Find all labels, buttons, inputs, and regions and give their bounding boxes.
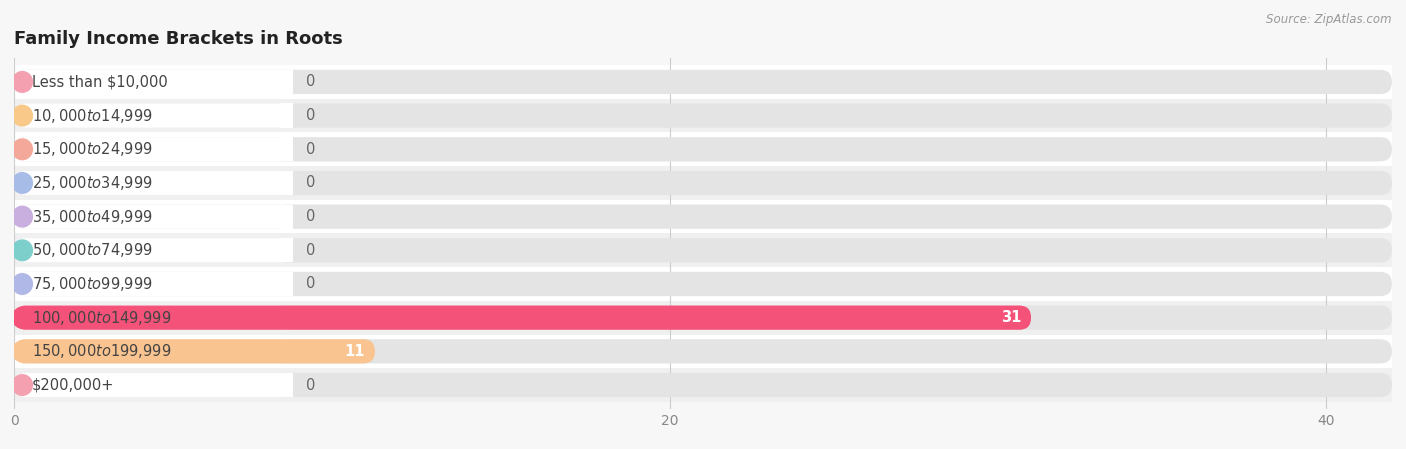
FancyBboxPatch shape	[281, 373, 292, 397]
FancyBboxPatch shape	[14, 204, 292, 229]
FancyBboxPatch shape	[281, 171, 292, 195]
Circle shape	[13, 375, 32, 395]
FancyBboxPatch shape	[281, 204, 292, 229]
Text: 11: 11	[344, 344, 366, 359]
FancyBboxPatch shape	[281, 137, 292, 161]
FancyBboxPatch shape	[14, 339, 375, 364]
FancyBboxPatch shape	[281, 70, 292, 94]
FancyBboxPatch shape	[14, 70, 292, 94]
Text: Less than $10,000: Less than $10,000	[32, 75, 167, 89]
FancyBboxPatch shape	[14, 301, 1392, 335]
FancyBboxPatch shape	[14, 339, 292, 364]
FancyBboxPatch shape	[14, 373, 292, 397]
FancyBboxPatch shape	[14, 166, 1392, 200]
Text: 0: 0	[307, 277, 315, 291]
FancyBboxPatch shape	[14, 272, 292, 296]
FancyBboxPatch shape	[281, 305, 292, 330]
Text: 0: 0	[307, 209, 315, 224]
Text: $75,000 to $99,999: $75,000 to $99,999	[32, 275, 153, 293]
Text: 0: 0	[307, 142, 315, 157]
Text: $150,000 to $199,999: $150,000 to $199,999	[32, 342, 172, 361]
FancyBboxPatch shape	[14, 305, 292, 330]
FancyBboxPatch shape	[281, 272, 292, 296]
FancyBboxPatch shape	[14, 272, 1392, 296]
FancyBboxPatch shape	[14, 305, 1031, 330]
Text: 31: 31	[1001, 310, 1021, 325]
Text: Family Income Brackets in Roots: Family Income Brackets in Roots	[14, 31, 343, 48]
FancyBboxPatch shape	[281, 339, 292, 364]
Text: Source: ZipAtlas.com: Source: ZipAtlas.com	[1267, 13, 1392, 26]
Text: $100,000 to $149,999: $100,000 to $149,999	[32, 308, 172, 327]
Text: $25,000 to $34,999: $25,000 to $34,999	[32, 174, 153, 192]
FancyBboxPatch shape	[14, 373, 1392, 397]
Text: 0: 0	[307, 243, 315, 258]
FancyBboxPatch shape	[14, 267, 1392, 301]
FancyBboxPatch shape	[14, 103, 292, 128]
FancyBboxPatch shape	[14, 233, 1392, 267]
FancyBboxPatch shape	[14, 137, 1392, 161]
Text: $200,000+: $200,000+	[32, 378, 114, 392]
Circle shape	[13, 240, 32, 260]
Circle shape	[13, 274, 32, 294]
FancyBboxPatch shape	[14, 171, 1392, 195]
Text: $15,000 to $24,999: $15,000 to $24,999	[32, 140, 153, 158]
FancyBboxPatch shape	[281, 238, 292, 262]
FancyBboxPatch shape	[14, 132, 1392, 166]
FancyBboxPatch shape	[14, 335, 1392, 368]
FancyBboxPatch shape	[14, 368, 1392, 402]
Circle shape	[13, 139, 32, 159]
Text: $35,000 to $49,999: $35,000 to $49,999	[32, 207, 153, 226]
Text: $10,000 to $14,999: $10,000 to $14,999	[32, 106, 153, 125]
Circle shape	[13, 72, 32, 92]
FancyBboxPatch shape	[14, 171, 292, 195]
FancyBboxPatch shape	[14, 238, 292, 262]
Circle shape	[13, 308, 32, 328]
Text: 0: 0	[307, 176, 315, 190]
Circle shape	[13, 173, 32, 193]
Text: 0: 0	[307, 75, 315, 89]
FancyBboxPatch shape	[14, 204, 1392, 229]
FancyBboxPatch shape	[14, 305, 1392, 330]
FancyBboxPatch shape	[14, 99, 1392, 132]
Text: 0: 0	[307, 378, 315, 392]
FancyBboxPatch shape	[14, 103, 1392, 128]
FancyBboxPatch shape	[14, 200, 1392, 233]
FancyBboxPatch shape	[14, 339, 1392, 364]
FancyBboxPatch shape	[14, 70, 1392, 94]
Circle shape	[13, 341, 32, 361]
Text: 0: 0	[307, 108, 315, 123]
FancyBboxPatch shape	[14, 65, 1392, 99]
Circle shape	[13, 106, 32, 126]
Circle shape	[13, 207, 32, 227]
FancyBboxPatch shape	[14, 238, 1392, 262]
FancyBboxPatch shape	[14, 137, 292, 161]
FancyBboxPatch shape	[281, 103, 292, 128]
Text: $50,000 to $74,999: $50,000 to $74,999	[32, 241, 153, 260]
